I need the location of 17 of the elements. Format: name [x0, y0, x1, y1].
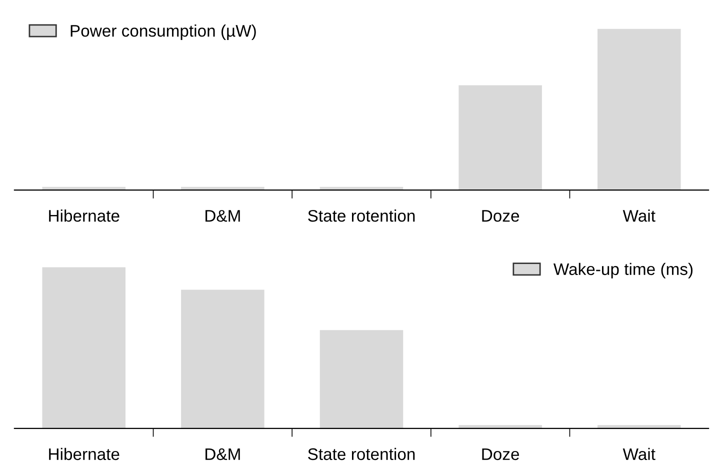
- x-tick-label: D&M: [206, 448, 240, 460]
- x-tick-label: State rotention: [308, 448, 415, 460]
- x-tick-label: Wait: [622, 210, 656, 222]
- bar: [42, 267, 126, 428]
- x-tick-label: D&M: [206, 210, 240, 222]
- legend-label: Wake-up time (ms): [553, 262, 693, 278]
- x-tick-label: Hibernate: [49, 448, 120, 460]
- bar: [320, 330, 404, 428]
- x-tick-label: Wait: [622, 448, 656, 460]
- bar: [597, 425, 681, 428]
- x-tick-label: State rotention: [308, 210, 415, 222]
- bar: [181, 290, 264, 428]
- legend-label: Power consumption (µW): [70, 24, 256, 40]
- x-tick-label: Hibernate: [49, 210, 120, 222]
- x-tick-label: Doze: [482, 448, 520, 460]
- bar: [458, 425, 542, 428]
- x-tick-label: Doze: [482, 210, 520, 222]
